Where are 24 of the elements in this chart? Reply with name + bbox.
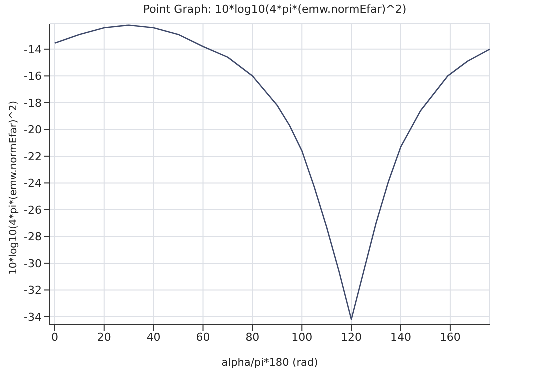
x-tick-label: 80 xyxy=(246,330,260,344)
y-tick-label: -32 xyxy=(24,284,42,298)
y-tick-label: -34 xyxy=(24,310,42,324)
x-tick-label: 140 xyxy=(390,330,412,344)
x-tick-label: 20 xyxy=(97,330,112,344)
x-axis-title: alpha/pi*180 (rad) xyxy=(220,357,320,369)
y-tick-label: -24 xyxy=(24,177,42,190)
y-tick-label: -30 xyxy=(24,257,42,270)
y-tick-label: -22 xyxy=(24,150,42,164)
x-tick-label: 120 xyxy=(341,330,362,344)
x-tick-label: 40 xyxy=(146,330,161,344)
y-axis-title: 10*log10(4*pi*(emw.normEfar)^2) xyxy=(8,100,20,276)
x-tick-label: 0 xyxy=(51,330,58,344)
y-tick-label: -20 xyxy=(24,124,42,137)
y-tick-label: -16 xyxy=(24,70,42,84)
y-tick-label: -28 xyxy=(24,230,42,244)
y-tick-label: -26 xyxy=(24,204,42,217)
y-tick-label: -18 xyxy=(24,96,42,110)
chart-title: Point Graph: 10*log10(4*pi*(emw.normEfar)^2) xyxy=(142,3,408,16)
line-series xyxy=(54,24,490,320)
y-tick-label: -14 xyxy=(24,43,42,56)
x-tick-label: 160 xyxy=(440,330,461,344)
x-tick-label: 100 xyxy=(292,330,313,344)
x-tick-label: 60 xyxy=(196,330,210,344)
